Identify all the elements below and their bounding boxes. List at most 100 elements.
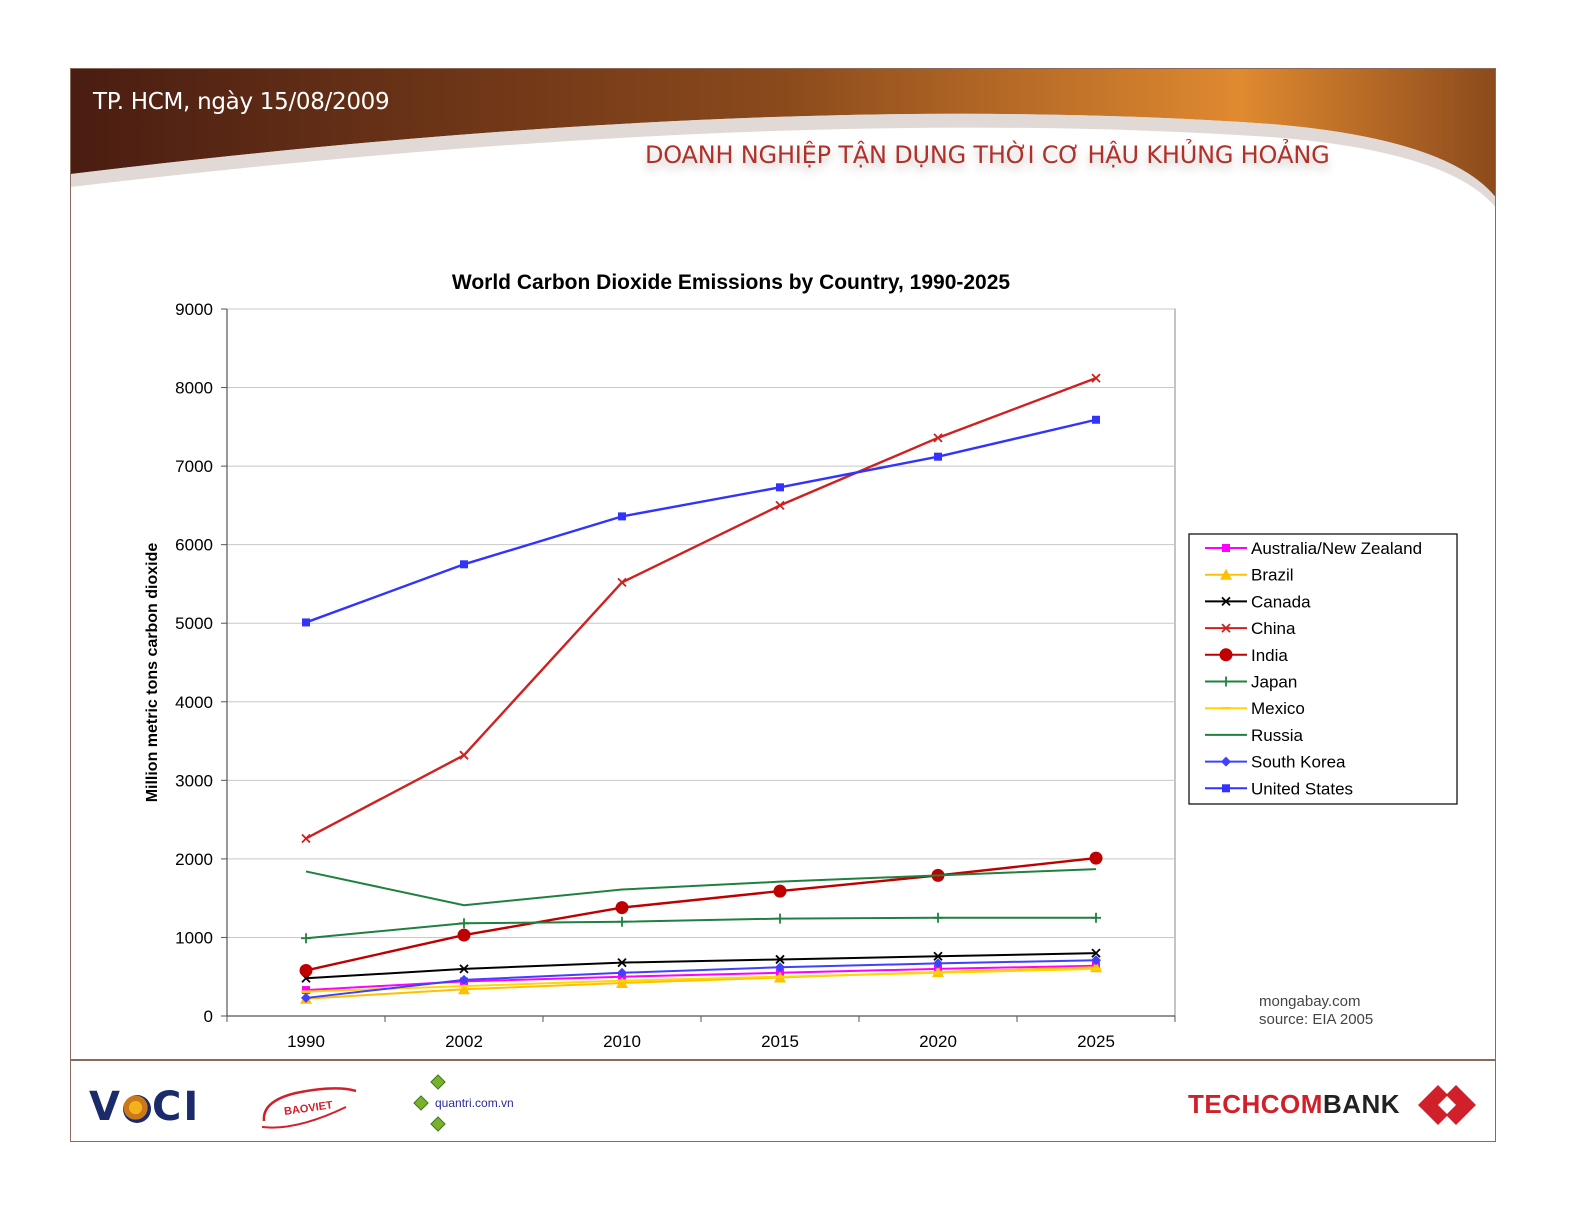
- x-tick-label: 2015: [761, 1032, 799, 1051]
- data-point: [301, 933, 311, 944]
- quantri-logo-text: quantri.com.vn: [435, 1096, 514, 1110]
- plot-area: [226, 308, 1176, 1017]
- series-line: [305, 959, 1097, 999]
- data-point: [1091, 948, 1101, 958]
- data-point: [775, 913, 785, 924]
- data-point: [459, 964, 469, 974]
- baoviet-logo: BAOVIET: [261, 1087, 357, 1129]
- data-point: [301, 992, 311, 1003]
- legend-label: Japan: [1251, 673, 1297, 692]
- x-tick-label: 2002: [445, 1032, 483, 1051]
- series-line: [305, 377, 1097, 840]
- series-line: [305, 856, 1097, 972]
- data-point: [617, 916, 627, 927]
- x-tick-label: 2010: [603, 1032, 641, 1051]
- data-point: [617, 967, 627, 978]
- data-point: [616, 977, 628, 989]
- data-point: [299, 963, 313, 977]
- y-tick-label: 6000: [175, 536, 213, 555]
- y-tick-label: 9000: [175, 300, 213, 319]
- legend-label: Canada: [1251, 592, 1311, 611]
- data-point: [459, 974, 469, 985]
- data-point: [1089, 851, 1103, 865]
- legend-box: [1188, 533, 1458, 805]
- series-line: [305, 916, 1096, 940]
- vcci-logo-dot: [122, 1095, 151, 1123]
- vcci-logo: V CI: [89, 1084, 200, 1130]
- y-tick-label: 5000: [175, 614, 213, 633]
- data-point: [460, 560, 468, 569]
- y-tick-label: 1000: [175, 928, 213, 947]
- header-banner: [71, 69, 1495, 207]
- series-line: [305, 868, 1097, 907]
- legend-item: United States: [1205, 779, 1353, 798]
- techcombank-logo-bank: BANK: [1322, 1089, 1401, 1119]
- legend-label: Mexico: [1251, 699, 1305, 718]
- legend-marker: [1222, 544, 1230, 552]
- data-point: [776, 483, 784, 492]
- vcci-logo-left: V: [89, 1084, 122, 1130]
- legend-label: Brazil: [1251, 566, 1294, 585]
- data-point: [1092, 415, 1100, 424]
- x-tick-label: 1990: [287, 1032, 325, 1051]
- chart-title: World Carbon Dioxide Emissions by Countr…: [452, 271, 1011, 294]
- legend-item: Russia: [1205, 726, 1304, 745]
- series-south-korea: [301, 955, 1101, 1003]
- header-date: TP. HCM, ngày 15/08/2009: [93, 89, 390, 115]
- data-point: [933, 958, 943, 969]
- data-point: [933, 912, 943, 923]
- footer-divider: [71, 1059, 1495, 1061]
- data-point: [617, 957, 627, 968]
- legend-label: United States: [1251, 779, 1353, 798]
- data-point: [459, 918, 469, 929]
- legend-item: Canada: [1205, 592, 1311, 611]
- series-mexico: [301, 967, 1101, 993]
- data-point: [302, 618, 310, 627]
- legend-marker: [1220, 568, 1232, 580]
- data-point: [1091, 373, 1101, 383]
- legend-item: Brazil: [1205, 566, 1294, 585]
- data-point: [1091, 955, 1101, 966]
- y-tick-label: 7000: [175, 457, 213, 476]
- data-point: [775, 962, 785, 973]
- legend-item: India: [1205, 646, 1288, 665]
- legend-marker: [1221, 756, 1231, 767]
- legend-marker: [1221, 623, 1231, 633]
- data-point: [459, 750, 469, 760]
- data-point: [933, 951, 943, 961]
- data-point: [932, 966, 944, 978]
- legend-marker: [1219, 648, 1233, 662]
- legend-item: China: [1205, 619, 1296, 638]
- data-point: [457, 928, 471, 942]
- data-point: [458, 983, 470, 995]
- techcombank-mark-icon: [1418, 1085, 1476, 1125]
- data-point: [934, 452, 942, 461]
- data-point: [302, 986, 310, 995]
- series-line: [305, 418, 1097, 624]
- legend-item: Japan: [1205, 673, 1297, 692]
- techcombank-logo: TECHCOMBANK: [1188, 1089, 1400, 1120]
- legend-label: South Korea: [1251, 753, 1346, 772]
- data-point: [617, 577, 627, 588]
- legend-label: India: [1251, 646, 1288, 665]
- legend-item: South Korea: [1205, 753, 1346, 772]
- series-china: [301, 373, 1101, 844]
- legend-label: Australia/New Zealand: [1251, 539, 1422, 558]
- y-tick-label: 2000: [175, 850, 213, 869]
- legend-label: Russia: [1251, 726, 1304, 745]
- vcci-logo-right: CI: [151, 1084, 201, 1130]
- data-point: [775, 954, 785, 965]
- legend-marker: [1221, 596, 1231, 607]
- y-axis-label: Million metric tons carbon dioxide: [144, 543, 161, 803]
- x-tick-label: 2020: [919, 1032, 957, 1051]
- series-united-states: [302, 415, 1100, 627]
- y-tick-label: 0: [204, 1007, 213, 1026]
- data-point: [933, 433, 943, 443]
- legend-item: Mexico: [1205, 699, 1305, 718]
- data-point: [615, 901, 629, 915]
- series-russia: [305, 868, 1097, 907]
- x-tick-label: 2025: [1077, 1032, 1115, 1051]
- techcombank-logo-techcom: TECHCOM: [1188, 1089, 1323, 1119]
- data-point: [775, 500, 785, 511]
- data-point: [773, 884, 787, 898]
